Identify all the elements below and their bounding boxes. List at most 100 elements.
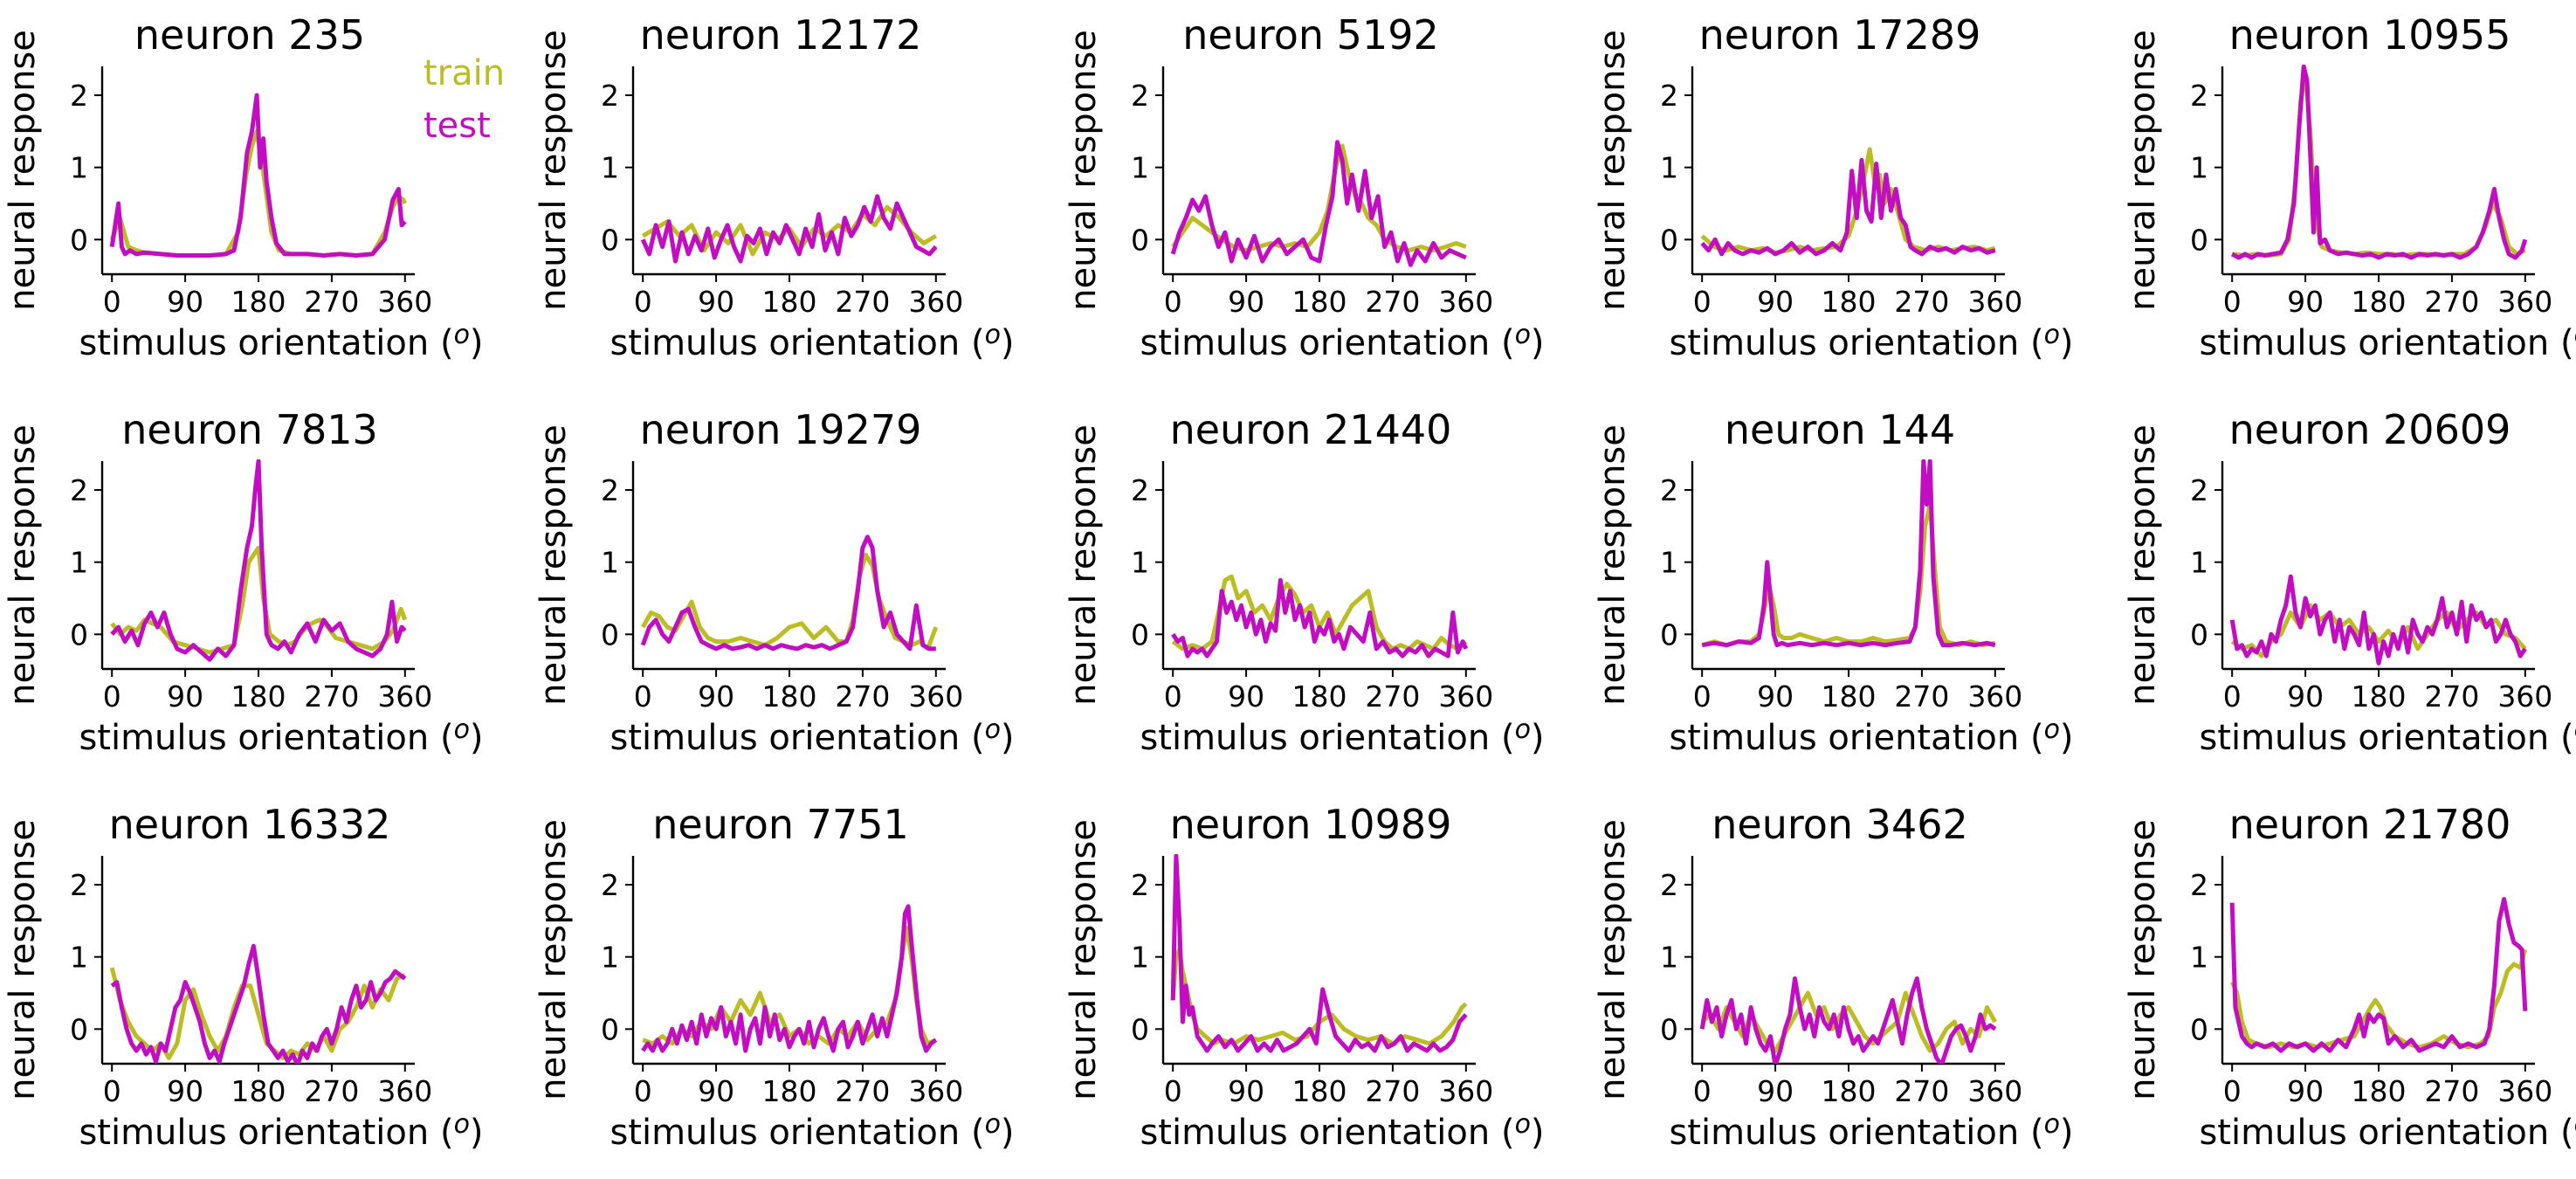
y-tick-label: 2: [2190, 868, 2208, 902]
x-tick-label: 90: [1757, 679, 1794, 714]
panel-9: 0 90 180 270 360 0 1 2 neuron 144 stimulus orient…: [1593, 406, 2074, 758]
x-tick-label: 360: [2497, 679, 2552, 714]
panel-4: 0 90 180 270 360 0 1 2 neuron 17289 stimulus orie…: [1593, 11, 2074, 363]
panel-6: 0 90 180 270 360 0 1 2 neuron 7813 stimulus orien…: [3, 406, 484, 758]
x-axis-label: stimulus orientation (o): [2199, 320, 2576, 363]
x-tick-label: 90: [1228, 285, 1264, 319]
x-tick-label: 180: [1822, 285, 1877, 319]
y-tick-label: 2: [1660, 868, 1678, 902]
y-tick-label: 2: [1131, 79, 1149, 113]
y-axis-label: neural response: [1593, 819, 1633, 1100]
x-tick-label: 270: [1894, 285, 1949, 319]
y-tick-label: 0: [70, 223, 88, 257]
panel-2: 0 90 180 270 360 0 1 2 neuron 12172 stimulus orie…: [534, 11, 1015, 363]
x-tick-label: 90: [698, 679, 734, 714]
x-axis-label: stimulus orientation (o): [79, 1109, 483, 1153]
x-tick-label: 90: [1228, 679, 1264, 714]
y-tick-label: 0: [1131, 617, 1149, 652]
x-tick-label: 0: [1693, 285, 1712, 319]
legend-test: test: [424, 106, 491, 146]
x-tick-label: 270: [1365, 679, 1420, 714]
series-line-train: [1701, 502, 1996, 648]
x-tick-label: 270: [304, 679, 359, 714]
y-axis-label: neural response: [1593, 424, 1633, 706]
series-line-test: [1701, 459, 1996, 648]
y-axis-label: neural response: [2123, 30, 2163, 311]
y-tick-label: 2: [70, 473, 88, 507]
x-tick-label: 90: [167, 285, 203, 319]
y-tick-label: 2: [601, 473, 619, 507]
series-line-test: [2229, 897, 2528, 1053]
y-tick-label: 0: [2190, 1012, 2208, 1046]
series-line-test: [640, 534, 936, 652]
x-tick-label: 360: [1438, 1074, 1493, 1108]
x-tick-label: 90: [2287, 679, 2324, 714]
panel-title: neuron 10989: [1170, 801, 1452, 848]
panel-1: 0 90 180 270 360 0 1 2 neuron 235 stimulus orient…: [3, 11, 484, 363]
x-tick-label: 0: [634, 285, 652, 319]
panel-title: neuron 21780: [2229, 801, 2511, 848]
x-tick-label: 360: [377, 1074, 432, 1108]
x-axis-label: stimulus orientation (o): [1140, 1109, 1544, 1153]
y-tick-label: 2: [2190, 473, 2208, 507]
y-tick-label: 0: [1131, 1012, 1149, 1046]
x-tick-label: 180: [762, 1074, 817, 1108]
y-tick-label: 1: [601, 941, 619, 975]
series-line-test: [1170, 854, 1468, 1053]
x-tick-label: 270: [2424, 1074, 2479, 1108]
panel-title: neuron 3462: [1712, 801, 1968, 848]
x-axis-label: stimulus orientation (o): [79, 714, 483, 758]
x-tick-label: 0: [634, 1074, 652, 1108]
series-line-test: [1170, 140, 1467, 267]
y-tick-label: 1: [601, 546, 619, 580]
x-tick-label: 90: [698, 1074, 734, 1108]
x-tick-label: 0: [1693, 679, 1712, 714]
panel-title: neuron 12172: [640, 11, 922, 59]
x-tick-label: 270: [2424, 285, 2479, 319]
y-axis-label: neural response: [1064, 424, 1104, 706]
x-tick-label: 90: [1228, 1074, 1264, 1108]
y-tick-label: 2: [601, 868, 619, 902]
y-axis-label: neural response: [3, 819, 43, 1100]
x-tick-label: 360: [2497, 1074, 2552, 1108]
y-tick-label: 1: [70, 546, 88, 580]
x-tick-label: 0: [2223, 1074, 2242, 1108]
x-tick-label: 0: [2223, 285, 2242, 319]
y-tick-label: 0: [70, 1012, 88, 1046]
y-tick-label: 1: [601, 151, 619, 185]
y-axis-label: neural response: [534, 819, 574, 1100]
series-line-train: [642, 926, 937, 1046]
y-tick-label: 2: [70, 868, 88, 902]
panel-title: neuron 17289: [1699, 11, 1981, 59]
panel-12: 0 90 180 270 360 0 1 2 neuron 7751 stimulus orien…: [534, 801, 1015, 1153]
x-tick-label: 360: [1967, 679, 2022, 714]
x-tick-label: 90: [2287, 1074, 2324, 1108]
y-tick-label: 1: [1660, 546, 1678, 580]
x-tick-label: 270: [835, 679, 890, 714]
y-axis-label: neural response: [3, 30, 43, 311]
x-tick-label: 270: [1894, 679, 1949, 714]
x-tick-label: 0: [2223, 679, 2242, 714]
y-tick-label: 1: [70, 151, 88, 185]
panel-13: 0 90 180 270 360 0 1 2 neuron 10989 stimulus orie…: [1064, 801, 1545, 1153]
y-tick-label: 1: [1131, 941, 1149, 975]
x-tick-label: 270: [835, 1074, 890, 1108]
x-tick-label: 0: [1164, 1074, 1182, 1108]
x-tick-label: 90: [2287, 285, 2324, 319]
x-tick-label: 270: [1365, 285, 1420, 319]
y-tick-label: 2: [70, 79, 88, 113]
series-line-test: [640, 194, 938, 264]
panel-title: neuron 19279: [640, 406, 922, 453]
y-tick-label: 1: [1131, 546, 1149, 580]
y-tick-label: 0: [1660, 223, 1678, 257]
x-tick-label: 270: [1365, 1074, 1420, 1108]
x-tick-label: 90: [1757, 285, 1794, 319]
x-axis-label: stimulus orientation (o): [79, 320, 483, 363]
x-tick-label: 270: [304, 1074, 359, 1108]
x-tick-label: 180: [1292, 1074, 1347, 1108]
x-tick-label: 0: [1693, 1074, 1712, 1108]
x-tick-label: 180: [2352, 285, 2407, 319]
panel-title: neuron 21440: [1170, 406, 1452, 453]
y-tick-label: 1: [1131, 151, 1149, 185]
